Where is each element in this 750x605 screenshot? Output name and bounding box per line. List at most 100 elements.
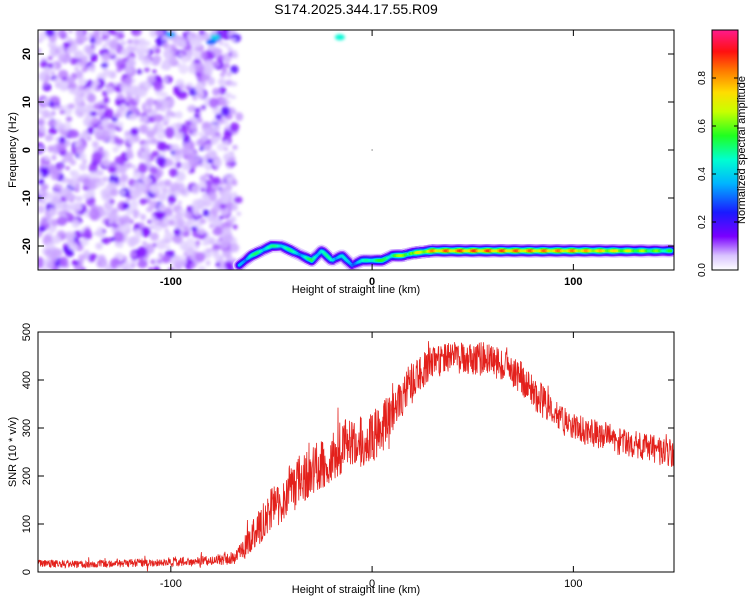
- noise-blob: [134, 98, 140, 102]
- noise-blob: [225, 129, 229, 134]
- noise-blob: [171, 155, 177, 159]
- noise-blob: [138, 163, 147, 173]
- noise-blob: [147, 75, 156, 84]
- noise-blob: [91, 45, 95, 48]
- noise-blob: [201, 135, 208, 142]
- noise-blob: [226, 71, 232, 77]
- noise-blob: [117, 93, 125, 100]
- noise-blob: [128, 186, 134, 192]
- noise-blob: [192, 131, 197, 137]
- noise-blob: [125, 162, 132, 168]
- noise-blob: [153, 114, 164, 122]
- noise-blob: [149, 225, 154, 230]
- noise-blob: [132, 165, 136, 169]
- noise-blob: [218, 78, 226, 87]
- noise-blob: [69, 129, 79, 138]
- noise-blob: [69, 88, 75, 94]
- noise-blob: [158, 193, 167, 201]
- noise-blob: [81, 36, 88, 41]
- noise-blob: [145, 139, 152, 145]
- noise-blob: [115, 156, 124, 165]
- noise-blob: [225, 92, 232, 98]
- colorbar-gradient: [712, 30, 738, 270]
- noise-blob: [102, 67, 106, 70]
- noise-blob: [121, 182, 127, 187]
- noise-blob: [48, 128, 57, 135]
- noise-blob: [93, 103, 100, 110]
- noise-blob: [101, 262, 105, 266]
- noise-blob: [125, 199, 130, 204]
- spectrogram-y-axis-label: Frequency (Hz): [7, 112, 19, 188]
- noise-blob: [84, 228, 91, 234]
- noise-blob: [102, 177, 109, 182]
- noise-blob: [49, 166, 58, 175]
- noise-blob: [176, 62, 180, 67]
- noise-blob: [203, 209, 210, 217]
- noise-blob: [145, 156, 150, 161]
- noise-blob: [75, 110, 80, 114]
- noise-blob: [211, 140, 216, 145]
- noise-blob: [198, 215, 202, 219]
- noise-blob: [157, 124, 163, 130]
- noise-blob: [92, 141, 99, 148]
- snr-y-tick-label: 500: [21, 323, 33, 341]
- noise-blob: [236, 212, 241, 216]
- noise-blob: [134, 187, 143, 197]
- noise-blob: [216, 240, 220, 243]
- noise-blob: [127, 39, 132, 43]
- noise-blob: [128, 113, 137, 120]
- noise-blob: [68, 103, 75, 108]
- noise-blob: [150, 232, 159, 241]
- noise-blob: [174, 228, 181, 236]
- noise-blob: [108, 166, 117, 173]
- noise-blob: [59, 257, 68, 268]
- noise-blob: [232, 180, 237, 186]
- noise-blob: [168, 160, 174, 166]
- noise-blob: [54, 183, 59, 189]
- noise-blob: [208, 150, 218, 159]
- noise-blob: [181, 124, 186, 128]
- noise-blob: [59, 165, 64, 169]
- noise-blob: [38, 72, 46, 81]
- noise-blob: [157, 98, 161, 101]
- spectrogram-y-tick-label: 10: [21, 96, 33, 108]
- noise-blob: [48, 63, 54, 68]
- noise-blob: [113, 231, 123, 242]
- noise-blob: [197, 228, 205, 235]
- noise-blob: [97, 255, 105, 262]
- noise-blob: [111, 208, 118, 214]
- noise-blob: [165, 239, 170, 244]
- noise-blob: [212, 88, 220, 96]
- noise-blob: [165, 127, 175, 139]
- noise-blob: [212, 48, 221, 57]
- noise-blob: [109, 48, 115, 56]
- noise-blob: [224, 147, 229, 151]
- snr-x-tick-label: -100: [160, 578, 182, 590]
- noise-blob: [62, 80, 70, 87]
- snr-x-axis-label: Height of straight line (km): [292, 584, 420, 596]
- spectrogram-x-axis-label: Height of straight line (km): [292, 284, 420, 296]
- noise-blob: [66, 166, 70, 170]
- noise-blob: [161, 65, 167, 70]
- noise-blob: [52, 155, 57, 161]
- noise-blob: [195, 240, 200, 246]
- spectrogram-y-tick-label: 20: [21, 48, 33, 60]
- noise-blob: [99, 127, 104, 130]
- noise-blob: [222, 250, 231, 258]
- noise-blob: [114, 173, 118, 176]
- noise-blob: [152, 69, 156, 74]
- noise-blob: [95, 243, 103, 250]
- noise-blob: [232, 145, 238, 150]
- noise-blob: [155, 27, 163, 36]
- spectrogram-y-tick-label: -10: [21, 190, 33, 206]
- noise-blob: [169, 56, 177, 65]
- noise-blob: [201, 188, 205, 192]
- noise-blob: [133, 209, 139, 214]
- noise-blob: [192, 40, 201, 48]
- noise-blob: [157, 141, 167, 151]
- noise-blob: [44, 155, 50, 160]
- noise-blob: [92, 151, 103, 163]
- noise-blob: [39, 126, 46, 133]
- noise-blob: [112, 163, 117, 167]
- noise-blob: [74, 96, 83, 103]
